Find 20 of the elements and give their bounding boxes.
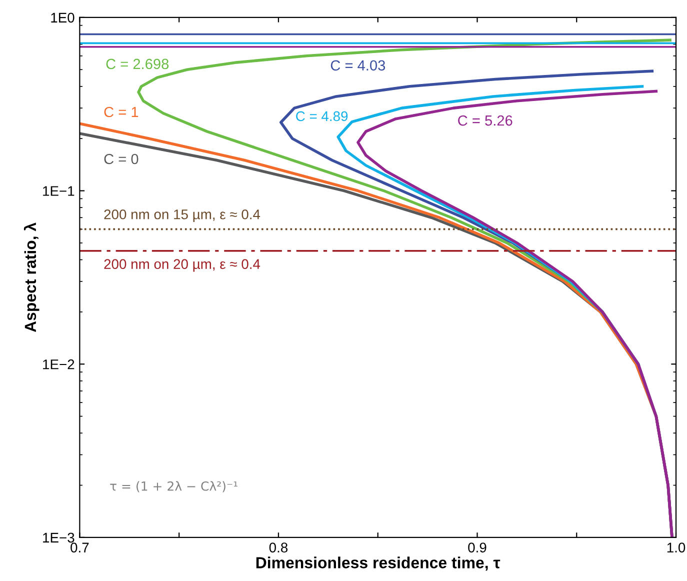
series-label: C = 0 xyxy=(104,154,138,164)
line-series xyxy=(356,90,674,538)
series-label: C = 4.89 xyxy=(296,111,348,122)
x-tick-label: 0.9 xyxy=(468,542,486,552)
x-tick-label: 0.7 xyxy=(70,542,89,552)
ref-line-label: 200 nm on 20 µm, ε ≈ 0.4 xyxy=(104,259,260,272)
ref-line-label: 200 nm on 15 µm, ε ≈ 0.4 xyxy=(104,209,260,222)
x-tick-label: 0.8 xyxy=(269,542,288,552)
y-tick-label: 1E−3 xyxy=(43,532,74,543)
annotation: τ = (1 + 2λ − Cλ²)⁻¹ xyxy=(110,481,238,492)
y-tick-label: 1E−2 xyxy=(43,359,74,370)
y-axis-title: Aspect ratio, λ xyxy=(24,222,40,332)
series-label: C = 2.698 xyxy=(106,58,169,70)
x-tick-label: 1.0 xyxy=(667,542,686,552)
y-tick-label: 1E0 xyxy=(51,12,74,23)
y-tick-label: 1E−1 xyxy=(43,186,74,196)
series-label: C = 4.03 xyxy=(330,60,386,71)
series-label: C = 5.26 xyxy=(458,115,512,126)
x-axis-title: Dimensionless residence time, τ xyxy=(256,556,500,571)
series-label: C = 1 xyxy=(104,106,138,118)
